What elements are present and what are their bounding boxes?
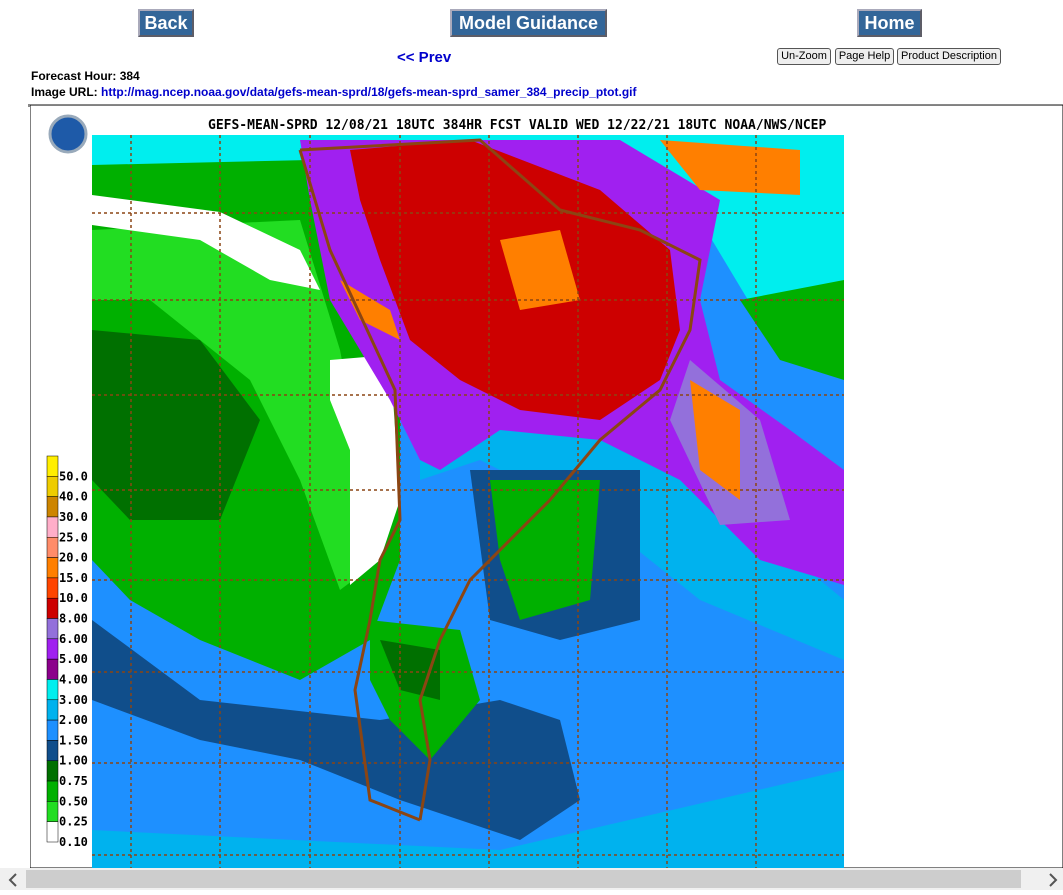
legend-swatch xyxy=(46,476,59,497)
legend-swatch xyxy=(46,801,59,822)
legend-swatch xyxy=(46,679,59,701)
legend-label: 0.10 xyxy=(59,835,88,849)
map-title: GEFS-MEAN-SPRD 12/08/21 18UTC 384HR FCST… xyxy=(208,118,826,133)
legend-swatch xyxy=(46,618,59,640)
legend-swatch xyxy=(46,496,59,518)
prev-link[interactable]: << Prev xyxy=(397,49,452,66)
legend-swatch xyxy=(46,638,59,660)
legend-swatch xyxy=(46,760,59,782)
label: Forecast Hour: xyxy=(31,69,117,83)
legend-swatch xyxy=(46,780,59,802)
legend-swatch xyxy=(46,537,59,558)
model-guidance-button[interactable]: Model Guidance xyxy=(450,9,607,37)
label: Image URL: xyxy=(31,85,98,99)
legend-label: 20.0 xyxy=(59,551,88,565)
legend-label: 8.00 xyxy=(59,612,88,626)
legend-label: 40.0 xyxy=(59,490,88,504)
legend-label: 2.00 xyxy=(59,713,88,727)
legend-label: 10.0 xyxy=(59,591,88,605)
legend-swatch xyxy=(46,719,59,741)
product-description-button[interactable]: Product Description xyxy=(897,48,1001,65)
page-help-button[interactable]: Page Help xyxy=(835,48,894,65)
legend-swatch xyxy=(46,740,59,761)
image-url: Image URL: http://mag.ncep.noaa.gov/data… xyxy=(31,85,637,99)
legend-label: 15.0 xyxy=(59,571,88,585)
home-button[interactable]: Home xyxy=(857,9,922,37)
legend-swatch xyxy=(46,455,59,477)
legend-label: 0.50 xyxy=(59,794,88,808)
forecast-map: GEFS-MEAN-SPRD 12/08/21 18UTC 384HR FCST… xyxy=(30,105,1063,868)
legend-swatch xyxy=(46,557,59,579)
legend-label: 3.00 xyxy=(59,693,88,707)
legend: 50.0 40.0 30.0 25.0 20.0 15.0 10.0 8.00 6.00 5.00… xyxy=(46,455,88,849)
legend-swatch xyxy=(46,821,59,843)
legend-label: 1.50 xyxy=(59,733,88,747)
legend-label: 0.25 xyxy=(59,815,88,829)
legend-label: 25.0 xyxy=(59,530,88,544)
legend-label: 6.00 xyxy=(59,632,88,646)
legend-label: 0.75 xyxy=(59,774,88,788)
legend-swatch xyxy=(46,516,59,538)
legend-swatch xyxy=(46,658,59,680)
forecast-hour: Forecast Hour: 384 xyxy=(31,69,140,83)
url-link[interactable]: http://mag.ncep.noaa.gov/data/gefs-mean-… xyxy=(101,85,637,99)
legend-swatch xyxy=(46,597,59,619)
legend-label: 30.0 xyxy=(59,510,88,524)
legend-label: 50.0 xyxy=(59,469,88,483)
legend-label: 5.00 xyxy=(59,652,88,666)
horizontal-scrollbar[interactable] xyxy=(0,868,1063,890)
legend-label: 4.00 xyxy=(59,672,88,686)
unzoom-button[interactable]: Un-Zoom xyxy=(777,48,831,65)
scroll-arrows xyxy=(8,870,1058,888)
legend-swatch xyxy=(46,699,59,721)
legend-label: 1.00 xyxy=(59,754,88,768)
back-button[interactable]: Back xyxy=(138,9,194,37)
legend-swatch xyxy=(46,577,59,599)
value: 384 xyxy=(119,69,140,83)
